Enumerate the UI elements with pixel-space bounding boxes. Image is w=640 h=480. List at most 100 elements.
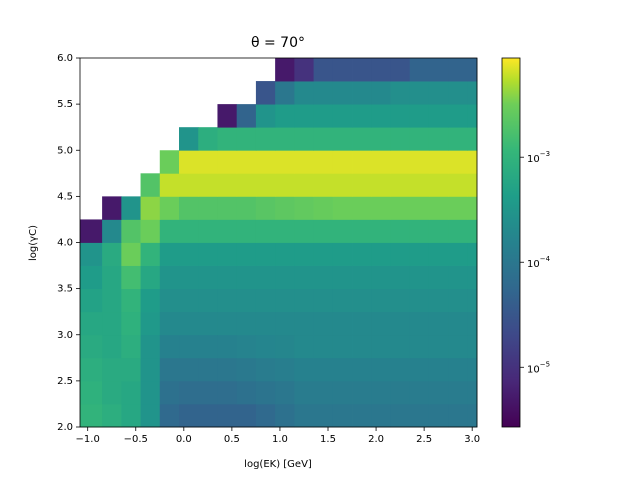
heatmap-cell <box>255 196 276 220</box>
heatmap-cell <box>198 196 218 220</box>
x-axis-label: log(EK) [GeV] <box>244 459 312 470</box>
heatmap-cell <box>390 196 411 220</box>
heatmap-cell <box>448 334 468 359</box>
heatmap-cell <box>371 196 391 220</box>
y-tick-label: 5.0 <box>57 145 73 156</box>
heatmap-cell <box>390 219 411 243</box>
heatmap-cell <box>121 196 141 220</box>
heatmap-cell <box>275 242 295 266</box>
heatmap-cell <box>332 288 353 313</box>
heatmap-cell <box>428 403 449 428</box>
heatmap-cell <box>102 265 122 290</box>
heatmap-cell <box>448 288 468 313</box>
heatmap-cell <box>159 403 180 428</box>
y-tick-label: 4.5 <box>57 191 73 202</box>
heatmap-cell <box>198 403 218 428</box>
heatmap-cell <box>467 265 478 290</box>
heatmap-cell <box>294 311 314 336</box>
heatmap-cell <box>371 403 391 428</box>
heatmap-cell <box>448 380 468 405</box>
heatmap-cell <box>198 311 218 336</box>
heatmap-cell <box>179 242 199 266</box>
heatmap-cell <box>159 265 180 290</box>
heatmap-cell <box>102 380 122 405</box>
heatmap-cell <box>255 380 276 405</box>
heatmap-cell <box>159 242 180 266</box>
heatmap-cell <box>102 403 122 428</box>
heatmap-cell <box>409 288 430 313</box>
heatmap-cell <box>371 242 391 266</box>
heatmap-cell <box>80 403 103 428</box>
heatmap-cell <box>179 150 199 174</box>
heatmap-cell <box>428 58 449 82</box>
heatmap-cell <box>448 357 468 382</box>
heatmap-cell <box>294 150 314 174</box>
heatmap-cell <box>217 173 238 197</box>
heatmap-cell <box>179 357 199 382</box>
y-tick-label: 3.5 <box>57 284 73 295</box>
heatmap-cell <box>313 150 334 174</box>
heatmap-cell <box>275 334 295 359</box>
heatmap-cell <box>217 219 238 243</box>
heatmap-cell <box>448 104 468 128</box>
heatmap-cell <box>428 380 449 405</box>
y-tick-label: 6.0 <box>57 53 73 64</box>
heatmap-cell <box>102 288 122 313</box>
heatmap-cell <box>236 173 257 197</box>
heatmap-cell <box>140 334 161 359</box>
heatmap-cell <box>140 219 161 243</box>
heatmap-cell <box>313 173 334 197</box>
heatmap-cell <box>332 58 353 82</box>
heatmap-cell <box>332 242 353 266</box>
heatmap-cell <box>313 196 334 220</box>
y-tick-label: 2.5 <box>57 376 73 387</box>
heatmap-cell <box>332 403 353 428</box>
heatmap-cell <box>80 219 103 243</box>
heatmap-cell <box>140 357 161 382</box>
heatmap-cell <box>448 242 468 266</box>
heatmap-cell <box>179 380 199 405</box>
heatmap-cell <box>390 288 411 313</box>
y-axis-label: log(γC) <box>28 225 39 261</box>
heatmap-cell <box>294 357 314 382</box>
heatmap-cell <box>255 127 276 151</box>
heatmap-cell <box>409 173 430 197</box>
x-tick-label: −0.5 <box>124 434 148 445</box>
x-tick-label: 0.0 <box>176 434 192 445</box>
heatmap-cell <box>409 357 430 382</box>
heatmap-cell <box>313 242 334 266</box>
heatmap-cell <box>352 357 372 382</box>
heatmap-cell <box>217 196 238 220</box>
heatmap-cell <box>409 104 430 128</box>
heatmap-cell <box>390 173 411 197</box>
heatmap-cell <box>294 127 314 151</box>
heatmap-cell <box>313 357 334 382</box>
heatmap-cell <box>159 288 180 313</box>
heatmap-cell <box>179 127 199 151</box>
heatmap-cell <box>255 334 276 359</box>
heatmap-cell <box>275 357 295 382</box>
heatmap-cell <box>390 311 411 336</box>
heatmap-cell <box>236 242 257 266</box>
heatmap-cell <box>198 173 218 197</box>
heatmap-cell <box>332 173 353 197</box>
heatmap-cell <box>352 150 372 174</box>
heatmap-cell <box>275 265 295 290</box>
heatmap-cell <box>140 265 161 290</box>
heatmap-cell <box>179 311 199 336</box>
heatmap-cell <box>428 127 449 151</box>
heatmap-cell <box>352 265 372 290</box>
heatmap-cell <box>448 265 468 290</box>
heatmap-cell <box>236 265 257 290</box>
heatmap-cell <box>467 104 478 128</box>
heatmap-cell <box>467 196 478 220</box>
heatmap-cell <box>371 311 391 336</box>
heatmap-cell <box>102 242 122 266</box>
heatmap-cell <box>332 311 353 336</box>
heatmap-cell <box>313 58 334 82</box>
heatmap-cell <box>390 150 411 174</box>
heatmap-cell <box>409 150 430 174</box>
heatmap-cell <box>409 219 430 243</box>
heatmap-cell <box>102 334 122 359</box>
heatmap-cell <box>236 150 257 174</box>
